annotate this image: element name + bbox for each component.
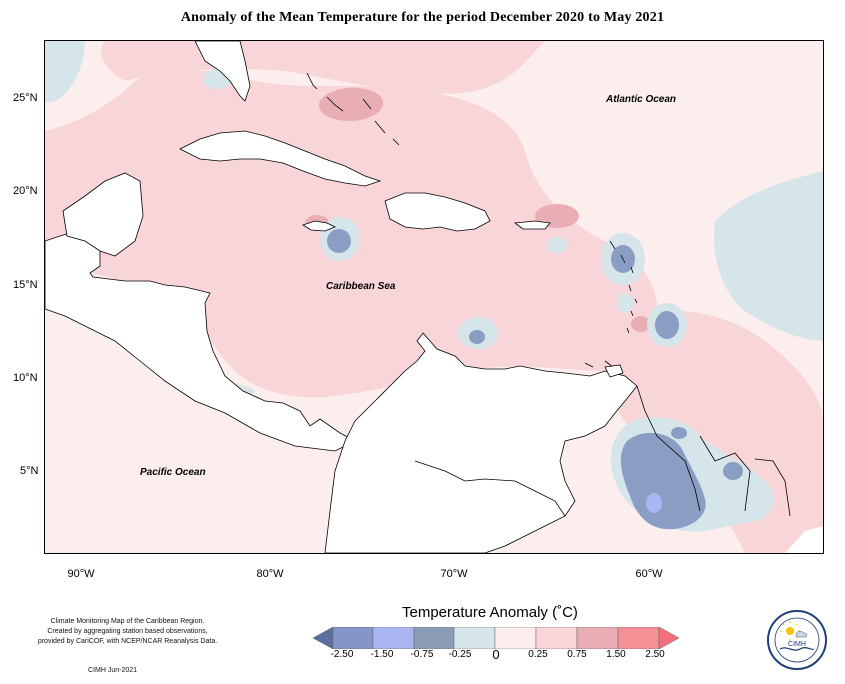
lat-label-20n: 20°N <box>13 185 38 197</box>
lon-label-80w: 80°W <box>245 568 295 580</box>
legend-swatch-7 <box>577 627 618 649</box>
legend-tick-label: 1.50 <box>596 649 636 660</box>
legend-swatch-4 <box>454 627 495 649</box>
credit-line: Climate Monitoring Map of the Caribbean … <box>20 617 235 627</box>
negative-anomaly-barbados <box>655 311 679 339</box>
credit-line: provided by CariCOF, with NCEP/NCAR Rean… <box>20 637 235 647</box>
legend-swatch-8 <box>618 627 659 649</box>
slight-negative-anomaly-stvincent <box>617 293 633 313</box>
credit-date: CIMH Jun-2021 <box>88 667 137 674</box>
lat-label-10n: 10°N <box>13 372 38 384</box>
legend-title: Temperature Anomaly (˚C) <box>402 604 578 621</box>
map-title: Anomaly of the Mean Temperature for the … <box>0 10 845 26</box>
negative-anomaly-suriname <box>723 462 743 480</box>
legend-swatch-3 <box>414 627 454 649</box>
cimh-logo: CIMH <box>766 609 828 671</box>
negative-anomaly-trinidad <box>671 427 687 439</box>
lon-label-60w: 60°W <box>624 568 674 580</box>
legend-swatch-9 <box>659 627 679 649</box>
negative-anomaly-aruba <box>469 330 485 344</box>
legend-tick-label: 2.50 <box>635 649 675 660</box>
lat-label-5n: 5°N <box>20 465 38 477</box>
legend-swatch-0 <box>313 627 333 649</box>
atlantic-ocean-label: Atlantic Ocean <box>606 94 676 105</box>
legend-tick-label: -0.25 <box>440 649 480 660</box>
credit-text: Climate Monitoring Map of the Caribbean … <box>20 617 235 647</box>
legend-tick-label: -2.50 <box>322 649 362 660</box>
credit-line: Created by aggregating station based obs… <box>20 627 235 637</box>
legend-tick-label: 0.25 <box>518 649 558 660</box>
caribbean-sea-label: Caribbean Sea <box>326 281 395 292</box>
legend-swatch-5 <box>495 627 536 649</box>
legend-tick-label: -1.50 <box>362 649 402 660</box>
slight-negative-anomaly-pr <box>547 237 567 253</box>
negative-anomaly-jamaica <box>327 229 351 253</box>
legend-tick-label: 0.75 <box>557 649 597 660</box>
pacific-ocean-label: Pacific Ocean <box>140 467 206 478</box>
strong-negative-anomaly-guyana <box>646 493 662 513</box>
legend-swatch-6 <box>536 627 577 649</box>
legend-swatch-1 <box>333 627 373 649</box>
legend-colorbar <box>313 627 679 649</box>
lon-label-70w: 70°W <box>429 568 479 580</box>
logo-text: CIMH <box>788 641 806 648</box>
legend-tick-label: 0 <box>476 647 516 662</box>
lon-label-90w: 90°W <box>56 568 106 580</box>
legend-tick-label: -0.75 <box>402 649 442 660</box>
lat-label-15n: 15°N <box>13 279 38 291</box>
lat-label-25n: 25°N <box>13 92 38 104</box>
legend-swatch-2 <box>373 627 414 649</box>
